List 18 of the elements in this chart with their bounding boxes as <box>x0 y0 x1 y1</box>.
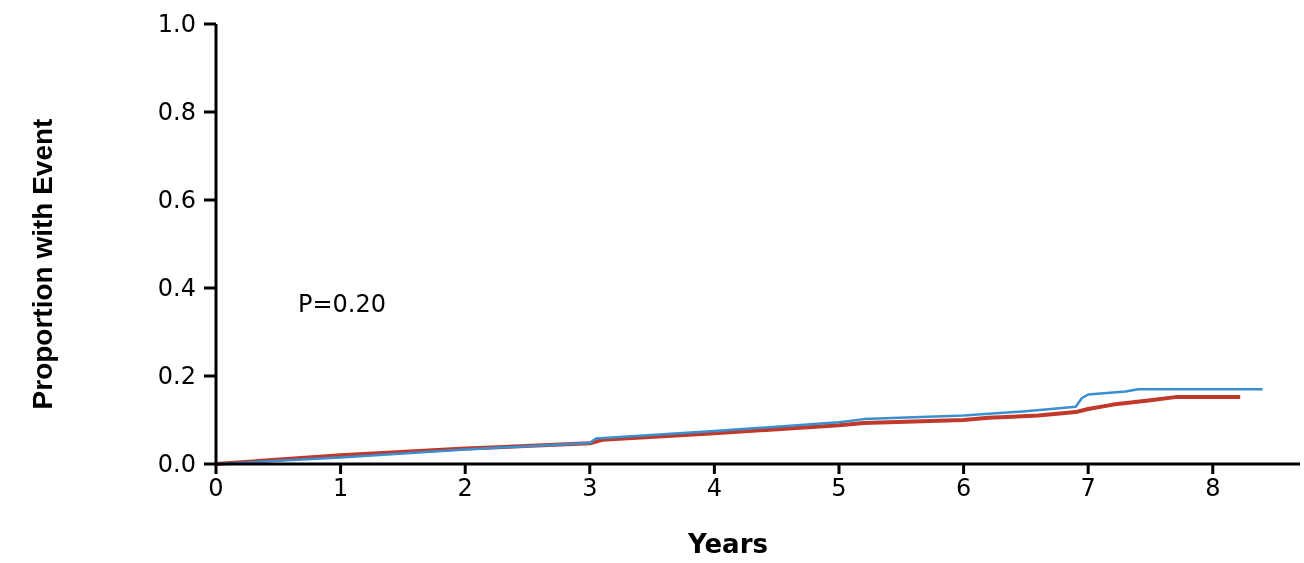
x-tick-label: 3 <box>582 474 598 502</box>
x-tick-label: 4 <box>706 474 723 502</box>
x-axis-title: Years <box>687 529 768 559</box>
y-tick-label: 0.4 <box>157 274 196 303</box>
y-tick-label: 0.2 <box>157 362 196 391</box>
y-tick-label: 0.6 <box>157 186 196 215</box>
y-tick-label: 0.8 <box>157 98 196 127</box>
x-tick-label: 1 <box>332 474 349 502</box>
x-tick-label: 7 <box>1080 474 1096 502</box>
x-tick-label: 5 <box>831 474 847 502</box>
y-tick-label: 0.0 <box>157 450 196 479</box>
annotation: P=0.20 <box>298 290 387 318</box>
y-tick-label: 1.0 <box>157 10 196 39</box>
x-tick-label: 8 <box>1205 474 1221 502</box>
x-tick-label: 6 <box>955 474 972 502</box>
x-tick-label: 0 <box>208 474 224 502</box>
y-axis-title: Proportion with Event <box>27 118 58 410</box>
x-tick-label: 2 <box>457 474 473 502</box>
